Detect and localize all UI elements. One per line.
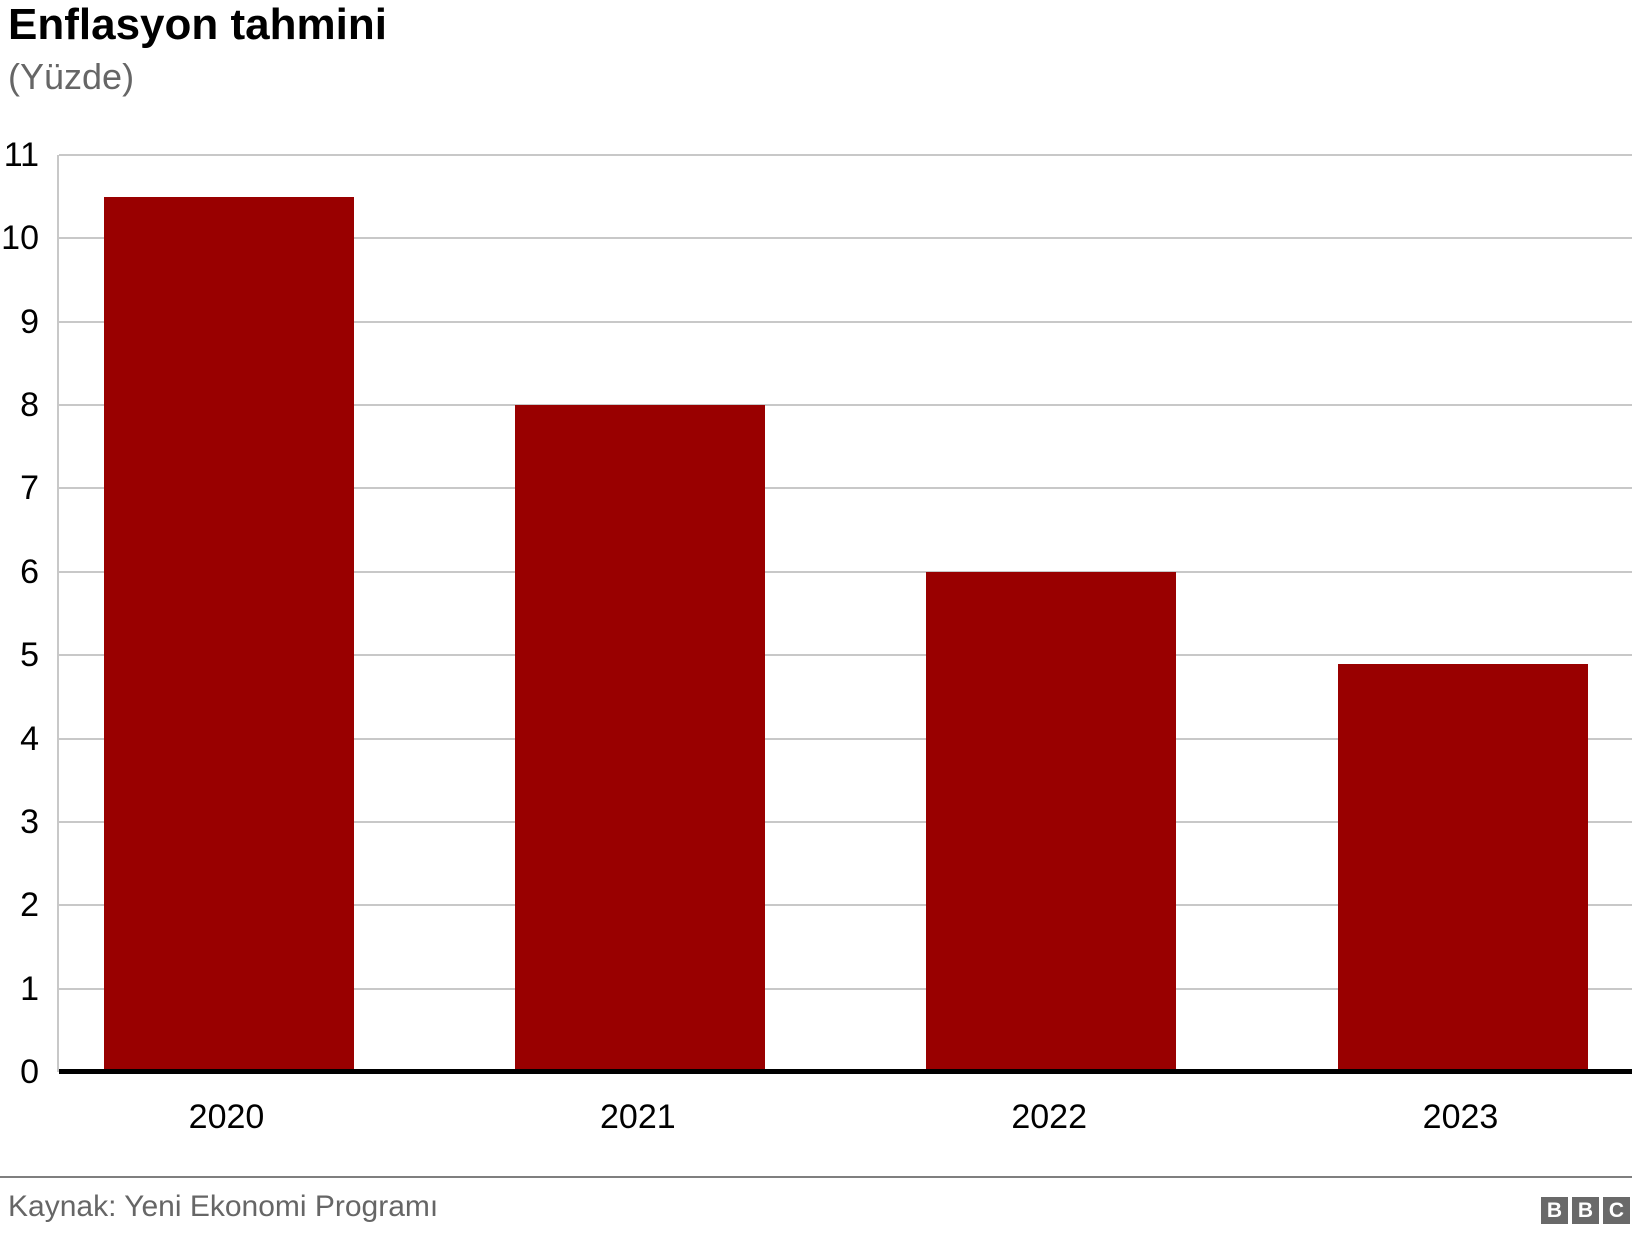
y-tick-label: 4 [20, 719, 39, 758]
x-tick-label: 2022 [1011, 1098, 1087, 1136]
y-tick-label: 0 [20, 1053, 39, 1091]
chart-title: Enflasyon tahmini [8, 0, 387, 49]
bbc-logo-block: C [1603, 1197, 1630, 1224]
bar-2021 [514, 405, 765, 1072]
y-tick-label: 5 [20, 636, 39, 675]
plot-area [57, 154, 1632, 1074]
gridline [59, 404, 1632, 407]
x-axis-baseline [59, 1069, 1632, 1074]
bbc-logo: B B C [1541, 1197, 1630, 1224]
bar-2023 [1337, 663, 1588, 1072]
x-tick-label: 2020 [188, 1098, 265, 1136]
x-tick-label: 2021 [600, 1098, 676, 1136]
gridline [59, 487, 1632, 490]
y-tick-label: 9 [20, 302, 39, 341]
gridline [59, 737, 1632, 740]
chart-subtitle: (Yüzde) [8, 56, 135, 97]
bar-2022 [926, 571, 1177, 1072]
gridline [59, 820, 1632, 823]
y-tick-label: 11 [3, 136, 39, 174]
y-axis: 0 1 2 3 4 5 6 7 8 9 10 11 [0, 138, 57, 1089]
y-tick-label: 7 [20, 469, 39, 508]
gridline [59, 320, 1632, 323]
y-tick-label: 8 [20, 386, 39, 425]
gridline [59, 654, 1632, 657]
gridline [59, 904, 1632, 907]
bbc-logo-block: B [1541, 1197, 1568, 1224]
x-tick-label: 2023 [1422, 1098, 1499, 1136]
y-tick-label: 1 [20, 969, 39, 1008]
gridline [59, 987, 1632, 990]
bar-2020 [103, 196, 354, 1072]
source-credit: Kaynak: Yeni Ekonomi Programı [8, 1190, 439, 1223]
bbc-logo-block: B [1572, 1197, 1599, 1224]
y-tick-label: 3 [20, 802, 39, 841]
x-axis: 2020 2021 2022 2023 [57, 1092, 1632, 1142]
y-tick-label: 2 [20, 886, 39, 925]
gridline [59, 237, 1632, 240]
y-tick-label: 10 [1, 219, 39, 258]
y-tick-label: 6 [20, 552, 39, 591]
gridline [59, 154, 1632, 156]
gridline [59, 570, 1632, 573]
footer-divider [0, 1176, 1632, 1178]
